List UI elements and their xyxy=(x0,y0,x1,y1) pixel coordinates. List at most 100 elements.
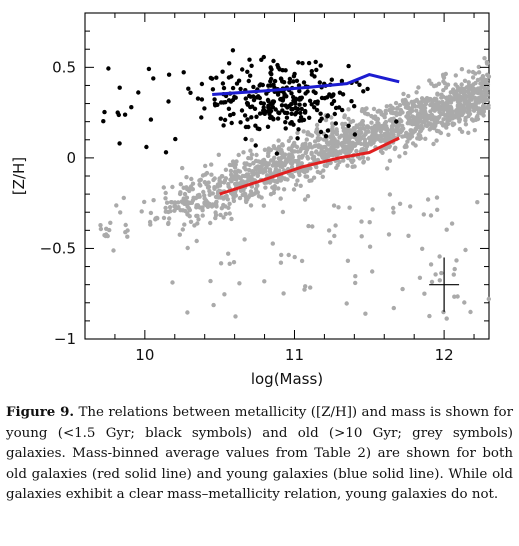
old-galaxy-point xyxy=(198,177,203,182)
old-galaxy-point xyxy=(326,228,332,233)
old-galaxy-point xyxy=(185,212,190,217)
old-galaxy-point xyxy=(448,95,453,101)
old-galaxy-point xyxy=(394,112,399,118)
old-galaxy-point xyxy=(260,158,266,163)
old-galaxy-point xyxy=(300,153,305,158)
old-galaxy-point xyxy=(460,110,465,116)
old-galaxy-point xyxy=(279,155,284,160)
old-galaxy-point xyxy=(229,179,234,184)
young-galaxy-point xyxy=(101,119,106,124)
old-galaxy-point xyxy=(418,101,423,107)
old-galaxy-point xyxy=(475,200,480,205)
old-galaxy-point xyxy=(187,207,192,213)
young-galaxy-point xyxy=(302,102,307,108)
old-galaxy-point xyxy=(397,154,402,159)
young-galaxy-point xyxy=(279,76,284,82)
old-galaxy-point xyxy=(291,187,297,192)
old-galaxy-point xyxy=(429,114,435,119)
old-galaxy-point xyxy=(383,146,389,151)
old-galaxy-point xyxy=(434,128,440,134)
old-galaxy-point xyxy=(357,156,362,161)
old-galaxy-point xyxy=(455,84,460,90)
old-galaxy-point xyxy=(260,170,266,175)
old-galaxy-point xyxy=(271,162,276,167)
x-tick-label: 11 xyxy=(285,346,304,364)
old-galaxy-point xyxy=(345,163,350,168)
old-galaxy-point xyxy=(392,146,397,152)
old-galaxy-point xyxy=(359,219,364,224)
young-galaxy-point xyxy=(240,67,245,72)
old-galaxy-point xyxy=(180,227,185,232)
old-galaxy-point xyxy=(417,275,423,280)
old-galaxy-point xyxy=(290,153,295,158)
old-galaxy-point xyxy=(330,121,335,126)
old-galaxy-point xyxy=(367,135,372,141)
old-galaxy-point xyxy=(161,185,166,190)
young-galaxy-point xyxy=(106,66,111,71)
old-galaxy-point xyxy=(249,177,255,183)
young-galaxy-point xyxy=(294,78,300,84)
old-galaxy-point xyxy=(423,136,428,141)
old-galaxy-point xyxy=(198,183,203,188)
young-galaxy-point xyxy=(215,102,220,108)
y-tick-label: 0.5 xyxy=(52,58,76,76)
old-galaxy-point xyxy=(388,103,393,109)
old-galaxy-point xyxy=(181,185,186,190)
young-galaxy-point xyxy=(251,97,257,103)
young-galaxy-point xyxy=(144,144,149,150)
old-galaxy-point xyxy=(161,215,167,221)
old-galaxy-point xyxy=(271,144,276,149)
old-galaxy-point xyxy=(454,258,459,263)
old-galaxy-point xyxy=(444,125,449,130)
old-galaxy-point xyxy=(321,168,326,173)
old-galaxy-point xyxy=(212,186,217,191)
old-galaxy-point xyxy=(355,136,360,141)
old-galaxy-point xyxy=(151,198,156,203)
old-galaxy-point xyxy=(271,190,276,195)
old-galaxy-point xyxy=(353,274,358,279)
old-galaxy-point xyxy=(142,199,147,205)
old-galaxy-point xyxy=(417,136,422,141)
old-galaxy-point xyxy=(276,138,281,143)
old-galaxy-point xyxy=(209,172,214,177)
old-galaxy-point xyxy=(297,172,302,178)
old-galaxy-point xyxy=(344,301,349,306)
old-galaxy-point xyxy=(292,140,297,146)
old-galaxy-point xyxy=(360,107,365,112)
old-galaxy-point xyxy=(343,121,348,127)
old-galaxy-point xyxy=(237,281,242,286)
young-galaxy-point xyxy=(222,117,228,123)
old-galaxy-point xyxy=(286,146,292,151)
young-galaxy-point xyxy=(251,94,256,99)
old-galaxy-point xyxy=(395,124,401,129)
old-galaxy-point xyxy=(367,244,373,249)
young-galaxy-point xyxy=(352,104,357,109)
old-galaxy-point xyxy=(329,141,334,146)
old-galaxy-point xyxy=(431,141,436,147)
old-galaxy-point xyxy=(114,203,119,208)
young-galaxy-point xyxy=(318,111,323,116)
old-galaxy-point xyxy=(416,85,421,90)
x-axis-label: log(Mass) xyxy=(251,370,323,388)
old-galaxy-point xyxy=(194,238,199,244)
old-galaxy-point xyxy=(212,202,217,208)
old-galaxy-point xyxy=(370,130,375,136)
old-galaxy-point xyxy=(278,178,283,183)
old-galaxy-point xyxy=(437,278,442,283)
young-galaxy-point xyxy=(230,85,236,91)
old-galaxy-point xyxy=(98,226,104,232)
young-galaxy-point xyxy=(317,80,322,85)
young-galaxy-point xyxy=(283,126,288,131)
old-galaxy-point xyxy=(433,83,439,88)
young-galaxy-point xyxy=(329,94,334,99)
young-galaxy-point xyxy=(300,61,305,66)
old-galaxy-point xyxy=(471,90,477,96)
old-galaxy-point xyxy=(322,163,327,168)
old-galaxy-point xyxy=(334,144,339,149)
old-galaxy-point xyxy=(374,128,379,133)
old-galaxy-point xyxy=(479,81,485,86)
figure-label: Figure 9. xyxy=(6,404,75,420)
old-galaxy-point xyxy=(111,248,116,253)
old-galaxy-point xyxy=(463,115,468,121)
average-lines xyxy=(212,73,400,196)
